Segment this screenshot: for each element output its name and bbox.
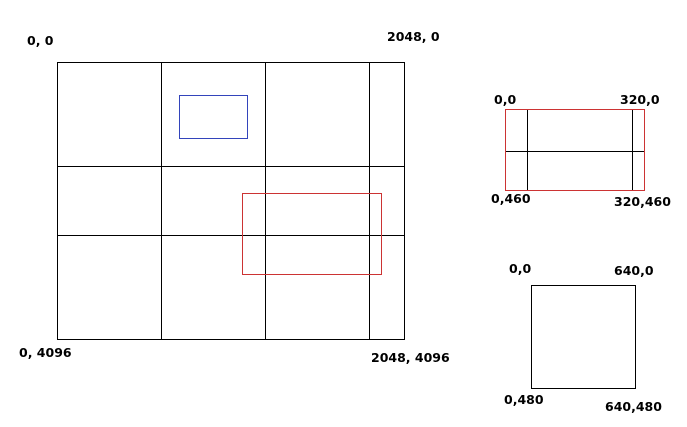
big-grid-top-right-label: 2048, 0 — [387, 29, 440, 44]
red-panel-bottom-right-label: 320,460 — [614, 194, 671, 209]
square-panel-border — [531, 285, 636, 389]
red-panel-top-left-label: 0,0 — [494, 92, 517, 107]
red-region-box — [242, 193, 382, 275]
square-panel-bottom-right-label: 640,480 — [605, 399, 662, 414]
square-panel-top-right-label: 640,0 — [614, 263, 654, 278]
big-grid-vline-2 — [265, 62, 266, 340]
red-panel-bottom-left-label: 0,460 — [491, 191, 531, 206]
big-grid-border — [57, 62, 405, 340]
big-grid-vline-1 — [161, 62, 162, 340]
red-panel-vline-2 — [632, 110, 633, 190]
red-panel-hline — [506, 151, 644, 152]
red-panel-border — [505, 109, 645, 191]
big-grid-bottom-left-label: 0, 4096 — [19, 345, 72, 360]
square-panel-top-left-label: 0,0 — [509, 261, 532, 276]
red-panel-vline-1 — [527, 110, 528, 190]
big-grid-hline-1 — [57, 166, 405, 167]
red-panel-top-right-label: 320,0 — [620, 92, 660, 107]
big-grid-vline-3 — [369, 62, 370, 340]
big-grid-hline-2 — [57, 235, 405, 236]
square-panel-bottom-left-label: 0,480 — [504, 392, 544, 407]
big-grid-top-left-label: 0, 0 — [27, 33, 54, 48]
blue-region-box — [179, 95, 248, 139]
big-grid-bottom-right-label: 2048, 4096 — [371, 350, 450, 365]
